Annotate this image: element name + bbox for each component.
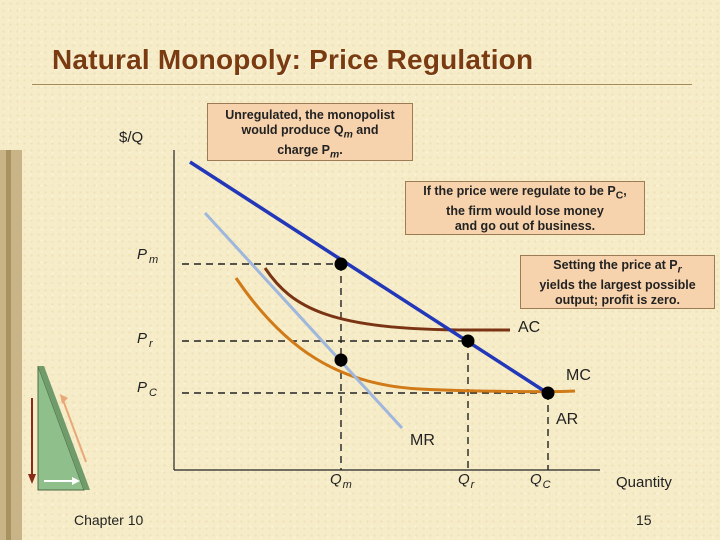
ac-curve	[263, 267, 510, 332]
callout-set-price: Setting the price at Pr yields the large…	[520, 255, 715, 309]
mr-mc-point	[334, 353, 348, 367]
y-axis-label: $/Q	[119, 129, 143, 146]
callout-set-price-line3: output; profit is zero.	[555, 292, 680, 307]
callout-unregulated-line1: Unregulated, the monopolist	[225, 108, 395, 122]
quantity-label-qm: Qm	[330, 471, 352, 491]
ar-label: AR	[556, 411, 578, 428]
mc-curve	[234, 277, 576, 394]
footer-chapter: Chapter 10	[74, 512, 144, 528]
title-divider	[32, 84, 692, 85]
callout-set-price-line2: yields the largest possible	[539, 277, 696, 292]
callout-lose-money-line1: If the price were regulate to be PC,	[423, 184, 627, 202]
competitive-point	[541, 386, 555, 400]
callout-lose-money: If the price were regulate to be PC, the…	[405, 181, 645, 235]
monopoly-point	[334, 257, 348, 271]
callout-unregulated: Unregulated, the monopolist would produc…	[207, 103, 413, 161]
callout-lose-money-line2: the firm would lose money	[446, 203, 604, 218]
slide-title: Natural Monopoly: Price Regulation	[52, 44, 534, 75]
x-axis-label: Quantity	[616, 474, 672, 491]
ar-line	[189, 160, 553, 398]
quantity-label-qc: QC	[530, 471, 551, 491]
callout-unregulated-line3: charge Pm.	[277, 142, 343, 161]
callout-unregulated-line2: would produce Qm and	[241, 123, 379, 141]
triangle-ruler-icon	[28, 365, 90, 491]
mr-label: MR	[410, 432, 435, 449]
mc-label: MC	[566, 367, 591, 384]
guide-lines	[182, 263, 549, 470]
footer-page-number: 15	[636, 512, 652, 528]
regulated-point	[461, 334, 475, 348]
quantity-label-qr: Qr	[458, 471, 476, 491]
callout-set-price-line1: Setting the price at Pr	[553, 258, 682, 276]
mr-line	[203, 211, 404, 430]
ac-label: AC	[518, 319, 540, 336]
decorative-side-bar	[0, 150, 22, 540]
callout-lose-money-line3: and go out of business.	[454, 218, 596, 233]
